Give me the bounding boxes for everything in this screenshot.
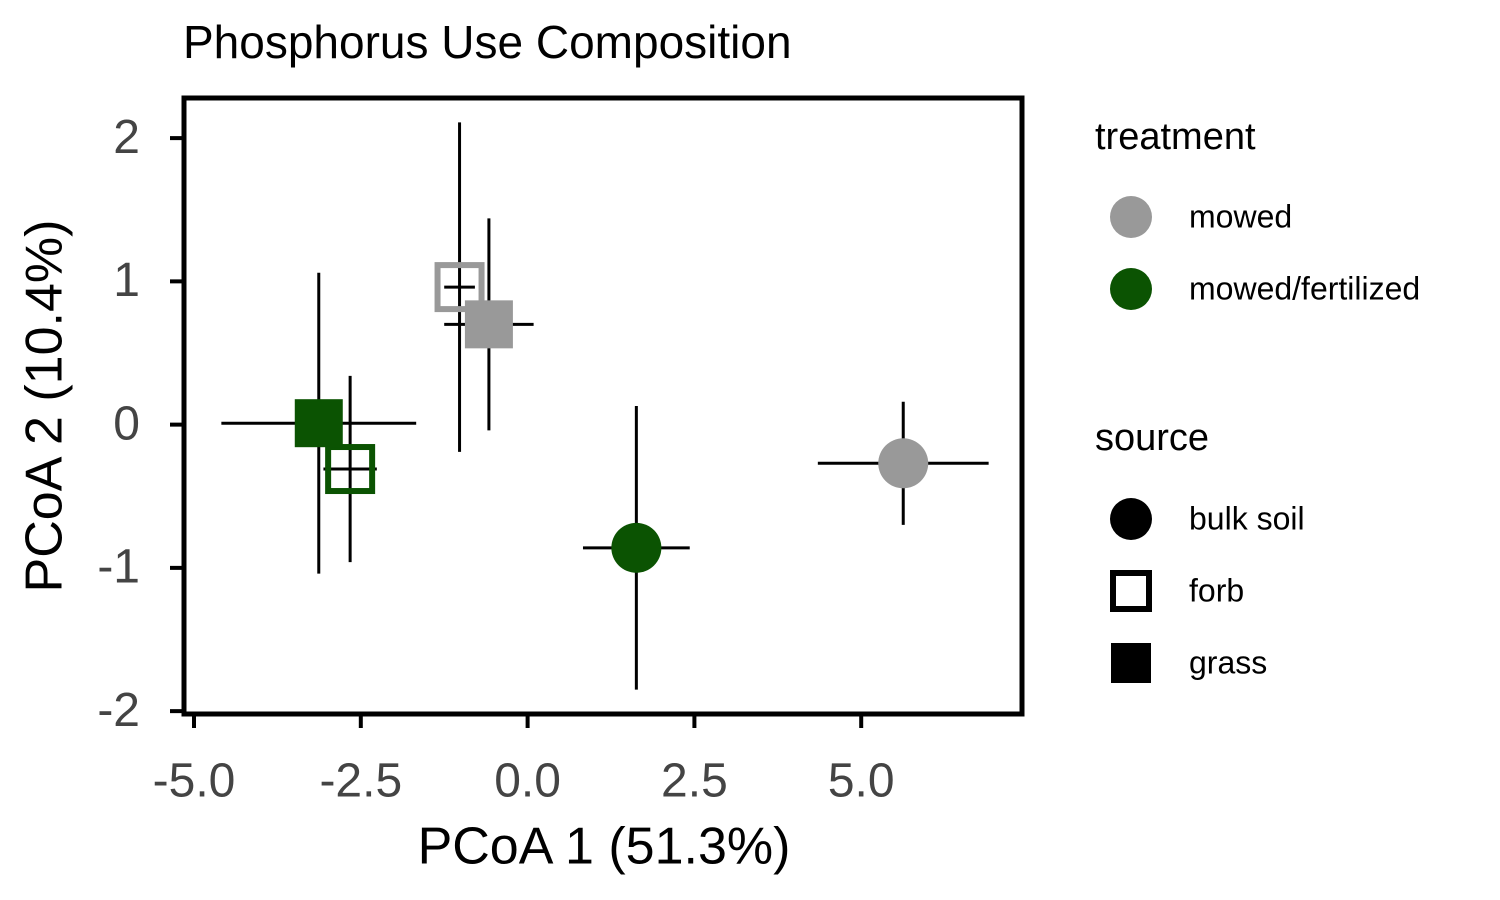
legend-label: bulk soil	[1189, 500, 1305, 536]
x-tick-label: -2.5	[319, 755, 402, 808]
point	[434, 262, 485, 313]
x-tick-label: -5.0	[153, 755, 236, 808]
legend-label: mowed/fertilized	[1189, 270, 1420, 306]
y-tick-label: -1	[97, 541, 140, 594]
legend-swatch	[1110, 268, 1152, 310]
x-tick-label: 5.0	[828, 755, 895, 808]
point	[294, 399, 343, 448]
point	[611, 522, 662, 573]
point	[878, 438, 929, 489]
legend-swatch	[1110, 570, 1152, 612]
legend-label: mowed	[1189, 198, 1292, 234]
legend-title: source	[1095, 417, 1209, 459]
x-tick-label: 0.0	[494, 755, 561, 808]
y-tick-label: 1	[113, 254, 140, 307]
y-tick-label: 0	[113, 397, 140, 450]
legend-swatch	[1110, 498, 1152, 540]
y-tick-label: 2	[113, 111, 140, 164]
x-axis-label: PCoA 1 (51.3%)	[418, 818, 791, 876]
chart-title: Phosphorus Use Composition	[183, 16, 792, 68]
point	[464, 300, 513, 349]
x-tick-label: 2.5	[661, 755, 728, 808]
plot-frame	[181, 95, 1025, 717]
y-tick-label: -2	[97, 684, 140, 737]
legend-label: forb	[1189, 572, 1244, 608]
y-axis-label: PCoA 2 (10.4%)	[16, 220, 74, 593]
legend-label: grass	[1189, 644, 1267, 680]
legend-swatch	[1110, 196, 1152, 238]
legend-title: treatment	[1095, 116, 1256, 158]
legend-swatch	[1111, 643, 1151, 683]
point	[325, 444, 376, 495]
